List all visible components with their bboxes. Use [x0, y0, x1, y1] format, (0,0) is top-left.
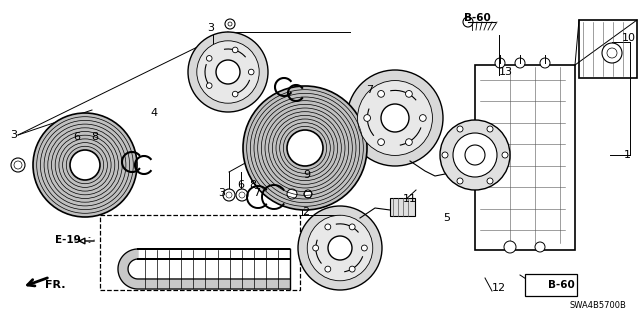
Circle shape: [243, 86, 367, 210]
Circle shape: [463, 17, 473, 27]
Circle shape: [362, 245, 367, 251]
Circle shape: [504, 241, 516, 253]
Text: 5: 5: [443, 213, 450, 223]
Bar: [390, 198, 415, 216]
Circle shape: [378, 91, 385, 97]
Text: FR.: FR.: [45, 280, 65, 290]
Circle shape: [207, 83, 212, 88]
Circle shape: [406, 91, 412, 97]
Polygon shape: [118, 249, 290, 289]
Text: 12: 12: [492, 283, 506, 293]
Circle shape: [197, 41, 259, 103]
Circle shape: [328, 236, 352, 260]
Circle shape: [70, 150, 100, 180]
Circle shape: [495, 58, 505, 68]
Circle shape: [14, 161, 22, 169]
Circle shape: [304, 190, 312, 198]
Circle shape: [487, 178, 493, 184]
Circle shape: [442, 152, 448, 158]
Text: 1: 1: [624, 150, 631, 160]
Circle shape: [602, 43, 622, 63]
Text: 3: 3: [10, 130, 17, 140]
Text: 13: 13: [499, 67, 513, 77]
Circle shape: [607, 48, 617, 58]
Text: 6: 6: [73, 132, 80, 142]
Circle shape: [502, 152, 508, 158]
Circle shape: [540, 58, 550, 68]
Circle shape: [298, 206, 382, 290]
Text: 8: 8: [91, 132, 98, 142]
Circle shape: [236, 189, 248, 201]
Text: 2: 2: [302, 207, 309, 217]
Circle shape: [239, 192, 245, 198]
Text: 10: 10: [622, 33, 636, 43]
Circle shape: [313, 245, 319, 251]
Circle shape: [364, 115, 371, 121]
FancyBboxPatch shape: [579, 20, 637, 78]
Circle shape: [358, 81, 433, 155]
Circle shape: [216, 60, 240, 84]
Text: 6: 6: [237, 180, 244, 190]
FancyBboxPatch shape: [475, 65, 575, 250]
Circle shape: [188, 32, 268, 112]
Text: E-19: E-19: [55, 235, 81, 245]
Circle shape: [378, 139, 385, 145]
Circle shape: [232, 91, 238, 97]
Circle shape: [457, 126, 463, 132]
Circle shape: [33, 113, 137, 217]
Circle shape: [349, 224, 355, 230]
Circle shape: [226, 192, 232, 198]
Circle shape: [307, 215, 372, 281]
Circle shape: [287, 130, 323, 166]
Circle shape: [465, 145, 485, 165]
Circle shape: [406, 139, 412, 145]
Text: 3: 3: [207, 23, 214, 33]
Circle shape: [381, 104, 409, 132]
Circle shape: [419, 115, 426, 121]
Circle shape: [457, 178, 463, 184]
Circle shape: [453, 133, 497, 177]
Text: 9: 9: [303, 170, 310, 180]
Circle shape: [349, 266, 355, 272]
Circle shape: [487, 126, 493, 132]
Circle shape: [325, 266, 331, 272]
Circle shape: [287, 189, 297, 199]
Circle shape: [228, 22, 232, 26]
Bar: [100, 215, 300, 290]
Circle shape: [225, 19, 235, 29]
Text: 11: 11: [403, 194, 417, 204]
Text: 8: 8: [249, 180, 256, 190]
Circle shape: [11, 158, 25, 172]
Text: 3: 3: [218, 188, 225, 198]
Text: 7: 7: [366, 85, 373, 95]
Circle shape: [535, 242, 545, 252]
Circle shape: [325, 224, 331, 230]
Text: B-60: B-60: [464, 13, 491, 23]
Circle shape: [347, 70, 443, 166]
Circle shape: [232, 47, 238, 53]
Circle shape: [248, 69, 254, 75]
Circle shape: [515, 58, 525, 68]
Circle shape: [223, 189, 235, 201]
Text: SWA4B5700B: SWA4B5700B: [570, 301, 627, 310]
Circle shape: [440, 120, 510, 190]
Bar: [525, 274, 577, 296]
Text: 7: 7: [253, 188, 260, 198]
Text: 4: 4: [150, 108, 157, 118]
Circle shape: [207, 56, 212, 61]
Text: B-60: B-60: [548, 280, 575, 290]
